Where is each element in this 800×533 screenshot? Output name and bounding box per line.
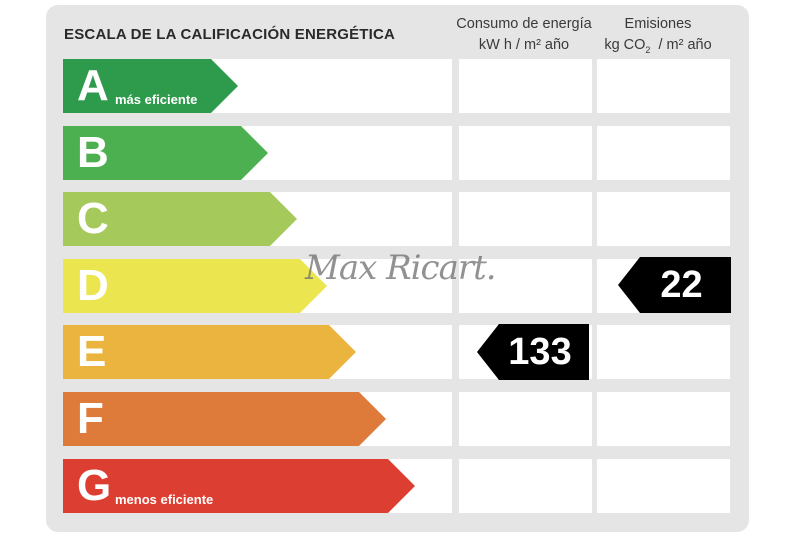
energy-class-bar-e: E (63, 325, 356, 379)
emisiones-cell (597, 392, 730, 446)
energy-class-bar-c: C (63, 192, 297, 246)
emisiones-cell (597, 459, 730, 513)
consumo-cell (459, 59, 592, 113)
energy-class-caption: más eficiente (115, 92, 198, 107)
emisiones-cell (597, 59, 730, 113)
watermark-logo: Max Ricart. (305, 248, 497, 288)
energy-class-caption: menos eficiente (115, 492, 214, 507)
consumo-cell (459, 459, 592, 513)
energy-class-letter: B (77, 128, 109, 177)
energy-class-bar-d: D (63, 259, 327, 313)
emisiones-cell (597, 126, 730, 180)
energy-class-letter: F (77, 394, 104, 443)
consumo-cell (459, 259, 592, 313)
emisiones-header-line1: Emisiones (624, 16, 692, 32)
energy-class-bar-b: B (63, 126, 268, 180)
energy-class-bar-f: F (63, 392, 386, 446)
consumo-cell (459, 192, 592, 246)
consumo-header-unit: kW h / m² año (478, 37, 570, 53)
label-title: ESCALA DE LA CALIFICACIÓN ENERGÉTICA (64, 26, 396, 43)
emisiones-header: Emisiones kg CO2 / m² año (588, 14, 728, 61)
consumo-header: Consumo de energía kW h / m² año (454, 14, 594, 56)
consumo-rating-value: 133 (508, 331, 572, 373)
emisiones-cell (597, 192, 730, 246)
emisiones-cell (597, 325, 730, 379)
emisiones-rating-badge: 22 (618, 257, 731, 313)
emisiones-header-unit: kg CO2 / m² año (604, 37, 712, 55)
consumo-cell (459, 392, 592, 446)
energy-class-letter: G (77, 461, 112, 510)
energy-class-letter: C (77, 194, 109, 243)
consumo-cell (459, 126, 592, 180)
consumo-header-line1: Consumo de energía (456, 16, 592, 32)
emisiones-rating-value: 22 (660, 264, 703, 306)
energy-class-letter: D (77, 261, 109, 310)
consumo-rating-badge: 133 (477, 324, 589, 380)
energy-class-letter: E (77, 327, 107, 376)
energy-class-letter: A (77, 61, 109, 110)
